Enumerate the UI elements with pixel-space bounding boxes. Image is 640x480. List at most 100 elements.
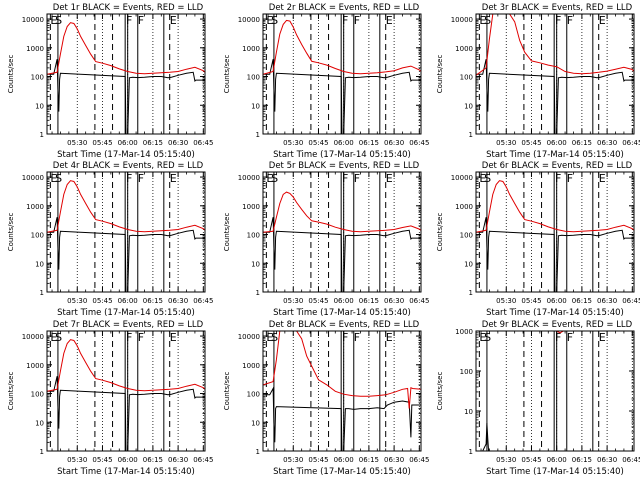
chart-title: Det 6r BLACK = Events, RED = LLD	[482, 161, 633, 171]
x-axis-label: Start Time (17-Mar-14 05:15:40)	[273, 308, 411, 318]
x-tick-label: 06:15	[572, 456, 592, 464]
x-tick-label: 05:30	[496, 139, 516, 147]
series-line-events	[47, 376, 205, 451]
x-tick-label: 06:30	[168, 139, 188, 147]
y-tick-label: 1	[40, 289, 44, 297]
y-tick-label: 1	[256, 448, 260, 456]
chart-panel-1: Det 1r BLACK = Events, RED = LLD Counts/s…	[7, 3, 213, 160]
x-tick-label: 06:45	[622, 139, 640, 147]
flag-label: F	[138, 172, 144, 185]
flag-label: S	[484, 331, 491, 344]
series-line-events	[263, 59, 421, 134]
x-tick-label: 06:15	[143, 297, 163, 305]
y-tick-label: 10000	[22, 333, 44, 341]
x-tick-label: 06:30	[168, 297, 188, 305]
series-line-lld	[476, 14, 634, 76]
flag-label: F	[126, 14, 132, 27]
y-tick-label: 100	[460, 368, 473, 376]
y-tick-label: 10	[35, 419, 44, 427]
x-tick-label: 06:00	[547, 456, 567, 464]
flag-label: F	[354, 331, 360, 344]
chart-panel-5: Det 5r BLACK = Events, RED = LLD Counts/s…	[223, 161, 429, 318]
flag-label: E	[479, 14, 486, 27]
x-tick-label: 06:15	[359, 139, 379, 147]
x-tick-label: 06:15	[572, 139, 592, 147]
flag-label: S	[55, 14, 62, 27]
x-tick-label: 06:45	[622, 297, 640, 305]
chart-title: Det 5r BLACK = Events, RED = LLD	[269, 161, 420, 171]
x-tick-label: 06:30	[384, 297, 404, 305]
x-axis-label: Start Time (17-Mar-14 05:15:40)	[57, 467, 195, 477]
series-line-lld	[476, 180, 634, 233]
x-tick-label: 06:30	[168, 456, 188, 464]
flag-label: S	[271, 172, 278, 185]
series-line-events	[476, 59, 634, 134]
y-tick-label: 10000	[238, 174, 260, 182]
series-line-lld	[47, 339, 205, 392]
y-tick-label: 10	[35, 260, 44, 268]
flag-label: E	[599, 14, 606, 27]
x-tick-label: 05:45	[92, 139, 112, 147]
flag-label: E	[50, 172, 57, 185]
y-tick-label: 1000	[242, 45, 260, 53]
series-line-events	[263, 217, 421, 292]
plot-frame	[46, 13, 206, 135]
plot-frame	[262, 171, 422, 293]
y-tick-label: 10000	[451, 16, 473, 24]
chart-title: Det 3r BLACK = Events, RED = LLD	[482, 3, 633, 13]
x-tick-label: 05:45	[308, 297, 328, 305]
flag-label: F	[126, 172, 132, 185]
flag-label: F	[354, 172, 360, 185]
y-tick-label: 10000	[22, 174, 44, 182]
chart-title: Det 2r BLACK = Events, RED = LLD	[269, 3, 420, 13]
flag-label: F	[342, 14, 348, 27]
x-tick-label: 06:45	[193, 297, 213, 305]
series-line-events	[47, 59, 205, 134]
flag-label: E	[386, 14, 393, 27]
x-tick-label: 05:30	[283, 139, 303, 147]
flag-label: S	[55, 172, 62, 185]
x-tick-label: 05:30	[67, 456, 87, 464]
flag-label: E	[170, 172, 177, 185]
flag-label: F	[555, 14, 561, 27]
chart-title: Det 8r BLACK = Events, RED = LLD	[269, 320, 420, 330]
series-line-lld	[263, 191, 421, 233]
x-tick-label: 05:45	[92, 456, 112, 464]
y-tick-label: 1	[256, 131, 260, 139]
x-tick-label: 06:15	[359, 297, 379, 305]
series-line-lld	[263, 19, 421, 75]
x-tick-label: 06:00	[547, 297, 567, 305]
y-tick-label: 1	[469, 289, 473, 297]
flag-label: F	[555, 172, 561, 185]
chart-title: Det 7r BLACK = Events, RED = LLD	[53, 320, 204, 330]
x-tick-label: 06:15	[572, 297, 592, 305]
y-tick-label: 10	[251, 102, 260, 110]
series-line-events	[476, 422, 490, 451]
x-tick-label: 06:00	[334, 139, 354, 147]
x-tick-label: 05:45	[308, 456, 328, 464]
y-tick-label: 1	[469, 448, 473, 456]
flag-label: F	[567, 331, 573, 344]
flag-label: E	[599, 331, 606, 344]
x-tick-label: 06:15	[143, 139, 163, 147]
flag-label: E	[599, 172, 606, 185]
x-tick-label: 05:30	[496, 297, 516, 305]
y-axis-label: Counts/sec	[223, 372, 231, 411]
flag-label: S	[271, 14, 278, 27]
plot-frame	[262, 330, 422, 452]
y-tick-label: 10000	[451, 174, 473, 182]
y-tick-label: 1000	[26, 203, 44, 211]
y-tick-label: 10000	[22, 16, 44, 24]
flag-label: F	[126, 331, 132, 344]
x-tick-label: 06:45	[622, 456, 640, 464]
y-tick-label: 1000	[455, 45, 473, 53]
x-tick-label: 06:00	[118, 139, 138, 147]
series-line-events	[263, 386, 421, 451]
y-tick-label: 100	[460, 232, 473, 240]
x-tick-label: 05:30	[67, 139, 87, 147]
flag-label: F	[342, 331, 348, 344]
chart-panel-8: Det 8r BLACK = Events, RED = LLD Counts/s…	[223, 320, 429, 477]
flag-label: E	[386, 331, 393, 344]
x-tick-label: 06:45	[193, 456, 213, 464]
